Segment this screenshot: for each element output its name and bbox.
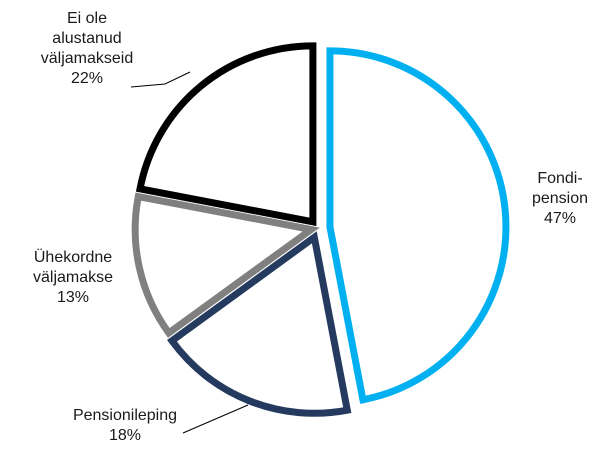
slice-label-1: Fondi-pension 47% xyxy=(532,170,588,227)
pie-slices xyxy=(131,42,510,417)
pie-slice-3 xyxy=(131,192,320,338)
pie-slice-2 xyxy=(167,231,352,417)
pie-slice-4 xyxy=(135,42,317,227)
slice-name-label: pension xyxy=(532,190,588,207)
slice-name-label: Pensionileping xyxy=(73,407,177,424)
slice-name-label: Ühekordne xyxy=(34,248,112,266)
slice-name-label: Ei ole xyxy=(67,10,107,27)
pie-slice-1 xyxy=(326,47,510,404)
slice-label-3: Ühekordne väljamakse 13% xyxy=(33,248,113,306)
slice-name-label: alustanud xyxy=(52,30,121,47)
leader-line-2 xyxy=(182,404,249,434)
slice-value-label: 18% xyxy=(109,427,141,444)
slice-name-label: Fondi- xyxy=(537,170,582,187)
slice-labels: Fondi-pension 47% Pensionileping 18% Ühekord… xyxy=(33,10,588,444)
slice-label-4: Ei ole alustanud väljamakseid 22% xyxy=(41,10,133,87)
slice-value-label: 22% xyxy=(71,70,103,87)
slice-label-2: Pensionileping 18% xyxy=(73,407,177,444)
slice-name-label: väljamakse xyxy=(33,269,113,286)
slice-name-label: väljamakseid xyxy=(41,50,133,67)
slice-value-label: 13% xyxy=(57,289,89,306)
leader-lines xyxy=(130,71,249,434)
slice-value-label: 47% xyxy=(544,210,576,227)
leader-line-4 xyxy=(130,71,191,88)
